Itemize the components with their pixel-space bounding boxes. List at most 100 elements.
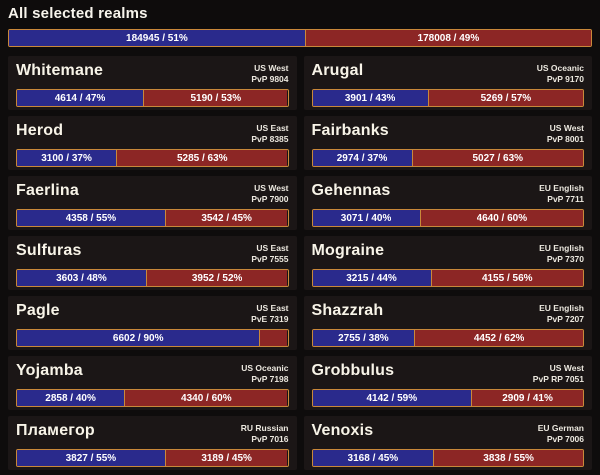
realm-meta: EU German PvP 7006 xyxy=(538,421,584,445)
realm-region: EU English xyxy=(539,303,584,313)
realm-region: US East xyxy=(256,303,289,313)
realm-region: US East xyxy=(256,123,289,133)
realm-type: PvP 8385 xyxy=(251,134,289,145)
alliance-bar-segment: 2974 / 37% xyxy=(312,150,413,167)
horde-bar-segment: 4640 / 60% xyxy=(420,210,583,227)
realm-card[interactable]: Fairbanks US West PvP 8001 2974 / 37% 50… xyxy=(303,116,592,170)
faction-bar: 6602 / 90% xyxy=(16,329,289,348)
realm-card[interactable]: Whitemane US West PvP 9804 4614 / 47% 51… xyxy=(8,56,297,110)
horde-count: 4340 / 60% xyxy=(181,392,232,404)
alliance-bar-segment: 6602 / 90% xyxy=(17,330,261,347)
faction-bar: 3827 / 55% 3189 / 45% xyxy=(16,449,289,468)
realm-name: Пламегор xyxy=(16,422,95,439)
realm-card[interactable]: Pagle US East PvE 7319 6602 / 90% xyxy=(8,296,297,350)
horde-bar-segment: 4155 / 56% xyxy=(431,270,583,287)
realm-grid: Whitemane US West PvP 9804 4614 / 47% 51… xyxy=(8,56,592,470)
alliance-bar-segment: 4358 / 55% xyxy=(17,210,166,227)
realm-type: PvP 7016 xyxy=(251,434,289,445)
realm-type: PvP 7207 xyxy=(546,314,584,325)
realm-card[interactable]: Faerlina US West PvP 7900 4358 / 55% 354… xyxy=(8,176,297,230)
horde-bar-segment: 5027 / 63% xyxy=(412,150,583,167)
alliance-bar-segment: 3071 / 40% xyxy=(312,210,421,227)
alliance-count: 3168 / 45% xyxy=(347,452,399,464)
horde-count: 3952 / 52% xyxy=(191,272,243,284)
horde-count: 5285 / 63% xyxy=(176,152,228,164)
alliance-bar-segment: 2755 / 38% xyxy=(312,330,416,347)
realm-name: Sulfuras xyxy=(16,242,82,259)
realm-meta: US West PvP 7900 xyxy=(251,181,288,205)
alliance-count: 4614 / 47% xyxy=(54,92,106,104)
realm-card[interactable]: Herod US East PvP 8385 3100 / 37% 5285 /… xyxy=(8,116,297,170)
realm-type: PvP 7711 xyxy=(547,194,584,205)
horde-count: 3189 / 45% xyxy=(201,452,252,464)
alliance-bar-segment: 3168 / 45% xyxy=(312,450,435,467)
realm-type: PvP 9804 xyxy=(251,74,289,85)
alliance-count: 4358 / 55% xyxy=(65,212,117,224)
alliance-count: 3827 / 55% xyxy=(65,452,117,464)
horde-bar-segment: 5269 / 57% xyxy=(428,90,583,107)
total-faction-bar: 184945 / 51% 178008 / 49% xyxy=(8,29,592,47)
total-horde-count: 178008 / 49% xyxy=(417,32,480,44)
faction-bar: 3071 / 40% 4640 / 60% xyxy=(311,209,584,228)
realm-card[interactable]: Mograine EU English PvP 7370 3215 / 44% … xyxy=(303,236,592,290)
alliance-count: 2755 / 38% xyxy=(338,332,389,344)
faction-bar: 2858 / 40% 4340 / 60% xyxy=(16,389,289,408)
total-alliance-bar-segment: 184945 / 51% xyxy=(9,30,306,46)
realm-type: PvP 7006 xyxy=(546,434,584,445)
faction-bar: 4142 / 59% 2909 / 41% xyxy=(311,389,584,408)
horde-bar-segment: 2909 / 41% xyxy=(472,390,583,407)
realm-meta: US East PvP 8385 xyxy=(251,121,288,145)
realm-meta: RU Russian PvP 7016 xyxy=(241,421,289,445)
realm-region: US Oceanic xyxy=(241,363,289,373)
total-horde-bar-segment: 178008 / 49% xyxy=(305,30,591,46)
faction-bar: 4614 / 47% 5190 / 53% xyxy=(16,89,289,108)
realm-region: US West xyxy=(549,123,584,133)
realm-meta: US West PvP 9804 xyxy=(251,61,288,85)
realm-card[interactable]: Grobbulus US West PvP RP 7051 4142 / 59%… xyxy=(303,356,592,410)
realm-card[interactable]: Yojamba US Oceanic PvP 7198 2858 / 40% 4… xyxy=(8,356,297,410)
realm-card[interactable]: Пламегор RU Russian PvP 7016 3827 / 55% … xyxy=(8,416,297,470)
alliance-count: 3215 / 44% xyxy=(346,272,397,284)
alliance-count: 3100 / 37% xyxy=(41,152,92,164)
faction-bar: 2755 / 38% 4452 / 62% xyxy=(311,329,584,348)
realm-region: US West xyxy=(254,63,289,73)
realm-name: Shazzrah xyxy=(311,302,384,319)
realm-name: Arugal xyxy=(311,62,364,79)
realm-meta: US Oceanic PvP 9170 xyxy=(537,61,584,85)
horde-count: 4155 / 56% xyxy=(481,272,533,284)
totals-section: All selected realms 184945 / 51% 178008 … xyxy=(8,5,592,47)
realm-card[interactable]: Gehennas EU English PvP 7711 3071 / 40% … xyxy=(303,176,592,230)
realm-name: Pagle xyxy=(16,302,60,319)
realm-name: Yojamba xyxy=(16,362,83,379)
realm-card[interactable]: Venoxis EU German PvP 7006 3168 / 45% 38… xyxy=(303,416,592,470)
realm-region: EU English xyxy=(539,243,584,253)
faction-bar: 3603 / 48% 3952 / 52% xyxy=(16,269,289,288)
alliance-bar-segment: 3901 / 43% xyxy=(312,90,429,107)
alliance-bar-segment: 3827 / 55% xyxy=(17,450,166,467)
horde-count: 4640 / 60% xyxy=(476,212,528,224)
faction-bar: 3168 / 45% 3838 / 55% xyxy=(311,449,584,468)
realm-meta: EU English PvP 7207 xyxy=(539,301,584,325)
realm-type: PvE 7319 xyxy=(251,314,289,325)
alliance-count: 3901 / 43% xyxy=(344,92,396,104)
realm-card[interactable]: Sulfuras US East PvP 7555 3603 / 48% 395… xyxy=(8,236,297,290)
realm-card[interactable]: Arugal US Oceanic PvP 9170 3901 / 43% 52… xyxy=(303,56,592,110)
alliance-count: 3071 / 40% xyxy=(340,212,392,224)
horde-bar-segment: 4452 / 62% xyxy=(415,330,583,347)
horde-bar-segment: 5285 / 63% xyxy=(117,150,288,167)
horde-bar-segment: 3952 / 52% xyxy=(146,270,288,287)
alliance-bar-segment: 3100 / 37% xyxy=(17,150,118,167)
realm-meta: US West PvP RP 7051 xyxy=(533,361,584,385)
realm-region: EU German xyxy=(537,423,584,433)
horde-count: 5190 / 53% xyxy=(190,92,242,104)
realm-region: US East xyxy=(256,243,289,253)
horde-bar-segment: 3838 / 55% xyxy=(434,450,583,467)
horde-count: 3542 / 45% xyxy=(201,212,252,224)
realm-type: PvP RP 7051 xyxy=(532,374,584,385)
alliance-count: 2974 / 37% xyxy=(336,152,388,164)
realm-region: RU Russian xyxy=(240,423,289,433)
realm-card[interactable]: Shazzrah EU English PvP 7207 2755 / 38% … xyxy=(303,296,592,350)
realm-name: Fairbanks xyxy=(311,122,389,139)
realm-name: Venoxis xyxy=(311,422,374,439)
